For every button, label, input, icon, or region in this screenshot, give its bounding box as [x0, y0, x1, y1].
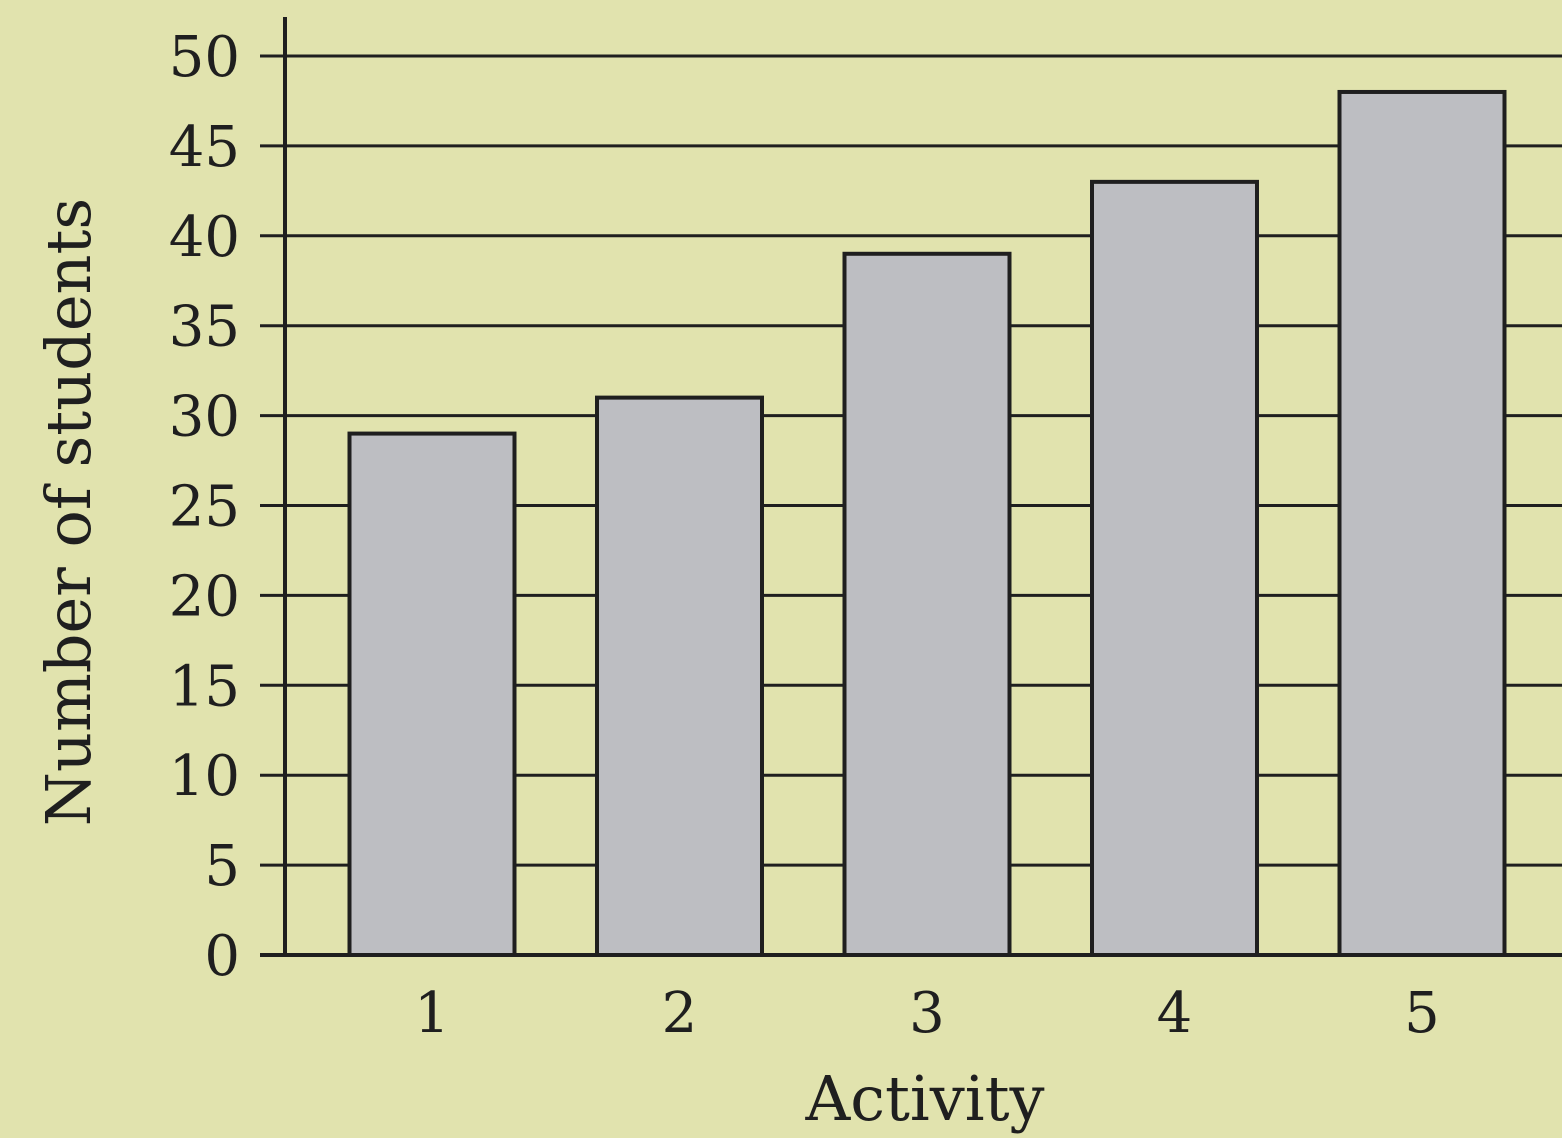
x-tick-labels: 1 2 3 4 5: [414, 981, 1440, 1046]
y-tick-label: 10: [169, 744, 240, 809]
y-tick-label: 0: [204, 924, 240, 989]
y-tick-label: 20: [169, 564, 240, 629]
bars: [347, 89, 1507, 958]
y-tick-labels: 0 5 10 15 20 25 30 35 40 45 50: [169, 25, 240, 989]
y-tick-label: 45: [169, 115, 240, 180]
y-tick-label: 15: [169, 654, 240, 719]
x-axis-title: Activity: [804, 1062, 1044, 1135]
bar: [1337, 89, 1507, 957]
y-tick-label: 25: [169, 475, 240, 540]
y-tick-label: 5: [204, 834, 240, 899]
x-tick-label: 5: [1404, 981, 1440, 1046]
y-tick-label: 30: [169, 385, 240, 450]
x-tick-label: 3: [909, 981, 945, 1046]
y-tick-label: 35: [169, 295, 240, 360]
axes: [260, 17, 1562, 957]
y-tick-label: 50: [169, 25, 240, 90]
x-tick-label: 2: [662, 981, 698, 1046]
x-tick-label: 1: [414, 981, 450, 1046]
bar: [1090, 179, 1259, 958]
bar: [842, 251, 1012, 957]
y-tick-label: 40: [169, 205, 240, 270]
bar: [595, 395, 764, 957]
x-tick-label: 4: [1157, 981, 1193, 1046]
bar: [347, 431, 517, 957]
y-axis-title: Number of students: [32, 198, 105, 826]
